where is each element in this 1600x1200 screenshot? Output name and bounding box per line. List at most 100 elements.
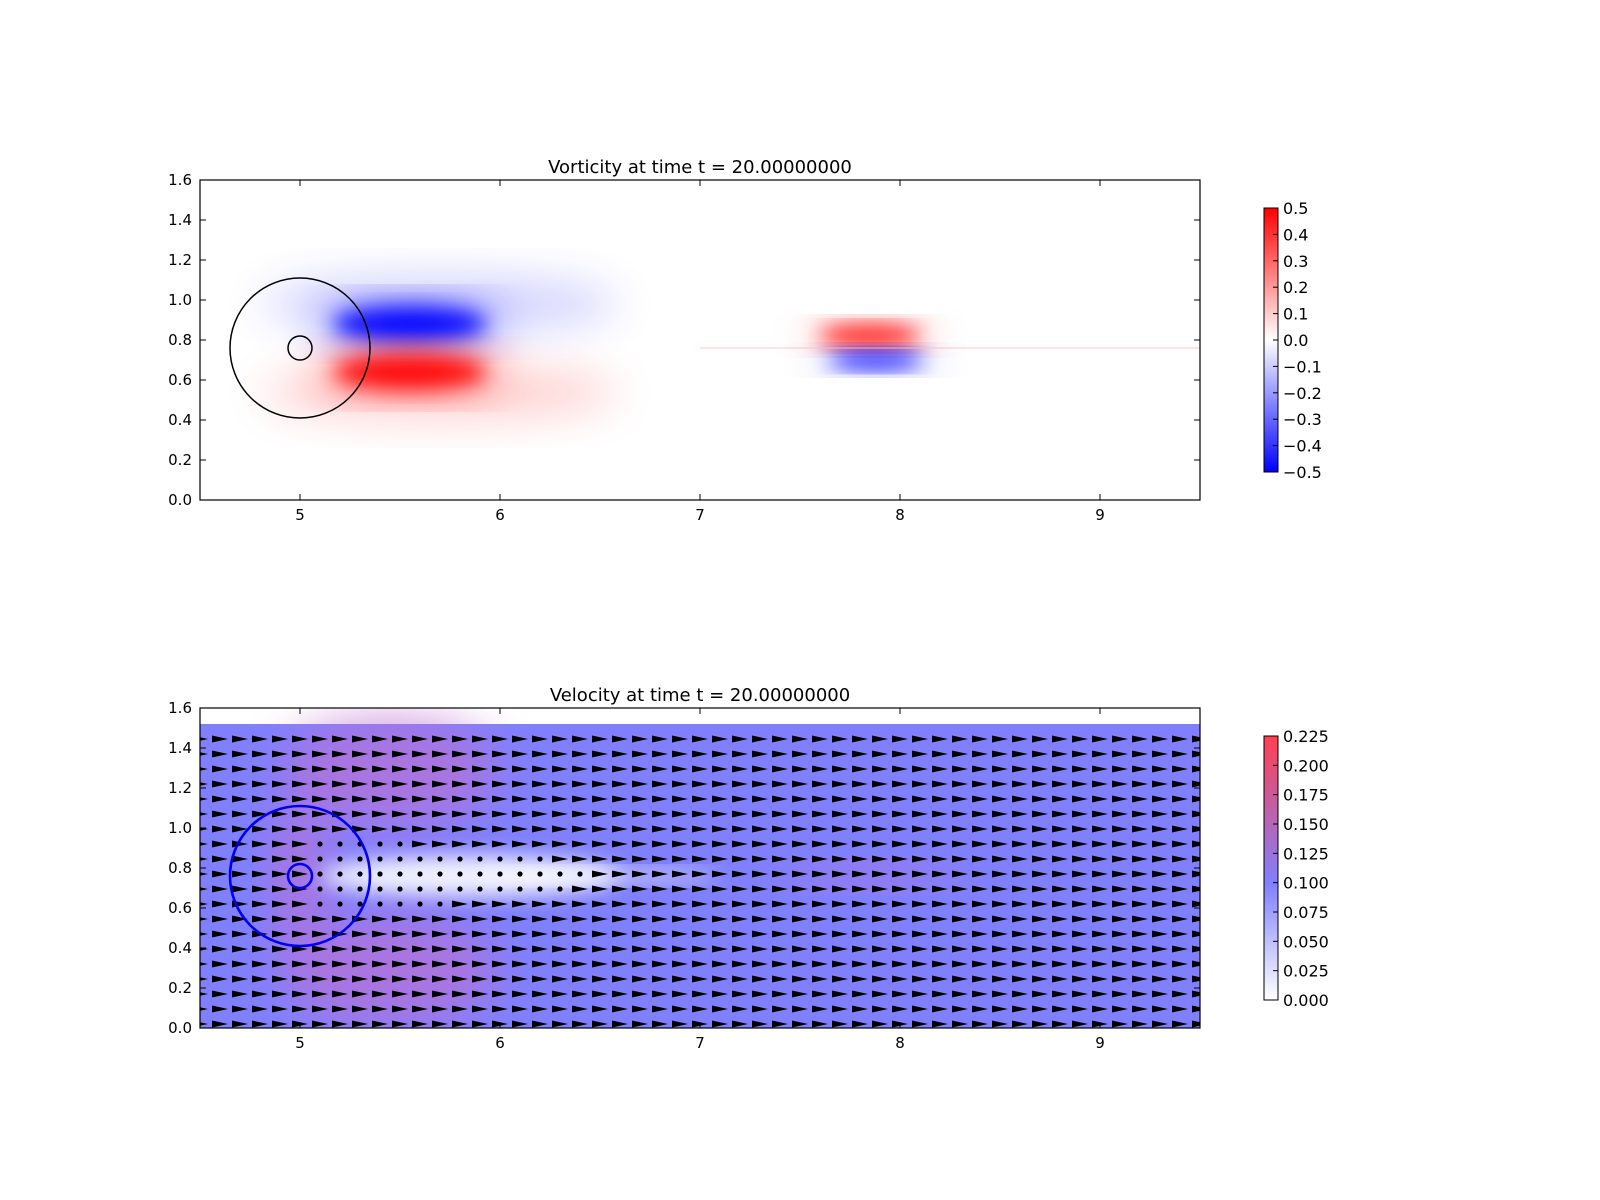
quiver-arrow	[1132, 855, 1148, 863]
quiver-arrow	[392, 780, 408, 788]
quiver-arrow	[432, 1020, 448, 1028]
quiver-arrow	[612, 825, 628, 833]
quiver-arrow	[812, 780, 828, 788]
colorbar-tick-label: 0.050	[1283, 932, 1329, 951]
quiver-dot	[437, 871, 443, 877]
quiver-dot	[457, 886, 463, 892]
quiver-dot	[317, 901, 323, 907]
quiver-arrow	[1112, 765, 1128, 773]
quiver-arrow	[332, 795, 348, 803]
quiver-arrow	[752, 900, 768, 908]
quiver-arrow	[1112, 990, 1128, 998]
quiver-arrow	[612, 735, 628, 743]
quiver-arrow	[832, 825, 848, 833]
quiver-arrow	[452, 960, 468, 968]
quiver-arrow	[212, 945, 228, 953]
quiver-arrow	[812, 885, 828, 893]
quiver-arrow	[752, 765, 768, 773]
quiver-arrow	[992, 840, 1008, 848]
quiver-arrow	[672, 1020, 688, 1028]
quiver-arrow	[752, 885, 768, 893]
quiver-arrow	[1032, 780, 1048, 788]
quiver-arrow	[592, 840, 608, 848]
quiver-arrow	[1012, 945, 1028, 953]
quiver-arrow	[1052, 930, 1068, 938]
colorbar-tick-label: 0.3	[1283, 252, 1308, 271]
quiver-arrow	[612, 840, 628, 848]
quiver-arrow	[1092, 825, 1108, 833]
quiver-arrow	[512, 930, 528, 938]
quiver-arrow	[712, 765, 728, 773]
quiver-arrow	[472, 960, 488, 968]
quiver-arrow	[712, 870, 728, 878]
colorbar-tick-label: 0.4	[1283, 225, 1308, 244]
quiver-arrow	[232, 810, 248, 818]
quiver-arrow	[1192, 870, 1200, 878]
quiver-dot	[417, 886, 423, 892]
quiver-arrow	[832, 885, 848, 893]
quiver-arrow	[772, 900, 788, 908]
quiver-arrow	[1132, 930, 1148, 938]
colorbar-tick-label: 0.125	[1283, 844, 1329, 863]
quiver-arrow	[632, 930, 648, 938]
quiver-arrow	[712, 1005, 728, 1013]
quiver-arrow	[952, 735, 968, 743]
quiver-arrow	[200, 917, 208, 921]
quiver-arrow	[832, 765, 848, 773]
quiver-arrow	[952, 915, 968, 923]
quiver-arrow	[272, 945, 288, 953]
quiver-arrow	[1132, 885, 1148, 893]
quiver-arrow	[432, 945, 448, 953]
quiver-arrow	[872, 810, 888, 818]
quiver-arrow	[1172, 885, 1188, 893]
quiver-arrow	[432, 1005, 448, 1013]
quiver-arrow	[1152, 780, 1168, 788]
quiver-arrow	[812, 855, 828, 863]
quiver-arrow	[352, 765, 368, 773]
quiver-arrow	[912, 840, 928, 848]
quiver-arrow	[1152, 735, 1168, 743]
quiver-arrow	[792, 735, 808, 743]
quiver-arrow	[672, 945, 688, 953]
quiver-arrow	[200, 752, 208, 756]
quiver-arrow	[252, 765, 268, 773]
quiver-arrow	[992, 855, 1008, 863]
quiver-arrow	[1132, 810, 1148, 818]
quiver-arrow	[512, 1020, 528, 1028]
quiver-arrow	[272, 795, 288, 803]
quiver-arrow	[1052, 750, 1068, 758]
quiver-arrow	[1172, 735, 1188, 743]
quiver-arrow	[552, 930, 568, 938]
quiver-arrow	[672, 810, 688, 818]
quiver-arrow	[492, 780, 508, 788]
quiver-arrow	[572, 1005, 588, 1013]
quiver-arrow	[1192, 900, 1200, 908]
quiver-arrow	[200, 767, 208, 771]
quiver-arrow	[532, 930, 548, 938]
quiver-arrow	[652, 855, 668, 863]
quiver-arrow	[312, 750, 328, 758]
quiver-arrow	[372, 1020, 388, 1028]
quiver-arrow	[1112, 795, 1128, 803]
quiver-arrow	[1072, 960, 1088, 968]
quiver-arrow	[212, 750, 228, 758]
quiver-arrow	[592, 885, 608, 893]
quiver-arrow	[492, 735, 508, 743]
quiver-arrow	[252, 960, 268, 968]
quiver-arrow	[1172, 915, 1188, 923]
quiver-arrow	[912, 750, 928, 758]
quiver-dot	[557, 886, 563, 892]
quiver-arrow	[632, 915, 648, 923]
quiver-arrow	[692, 825, 708, 833]
quiver-arrow	[232, 975, 248, 983]
quiver-arrow	[812, 870, 828, 878]
quiver-arrow	[772, 780, 788, 788]
quiver-arrow	[692, 855, 708, 863]
quiver-arrow	[632, 1005, 648, 1013]
quiver-arrow	[312, 915, 328, 923]
quiver-arrow	[612, 780, 628, 788]
quiver-arrow	[1112, 915, 1128, 923]
quiver-arrow	[312, 795, 328, 803]
quiver-arrow	[212, 1005, 228, 1013]
quiver-arrow	[592, 735, 608, 743]
